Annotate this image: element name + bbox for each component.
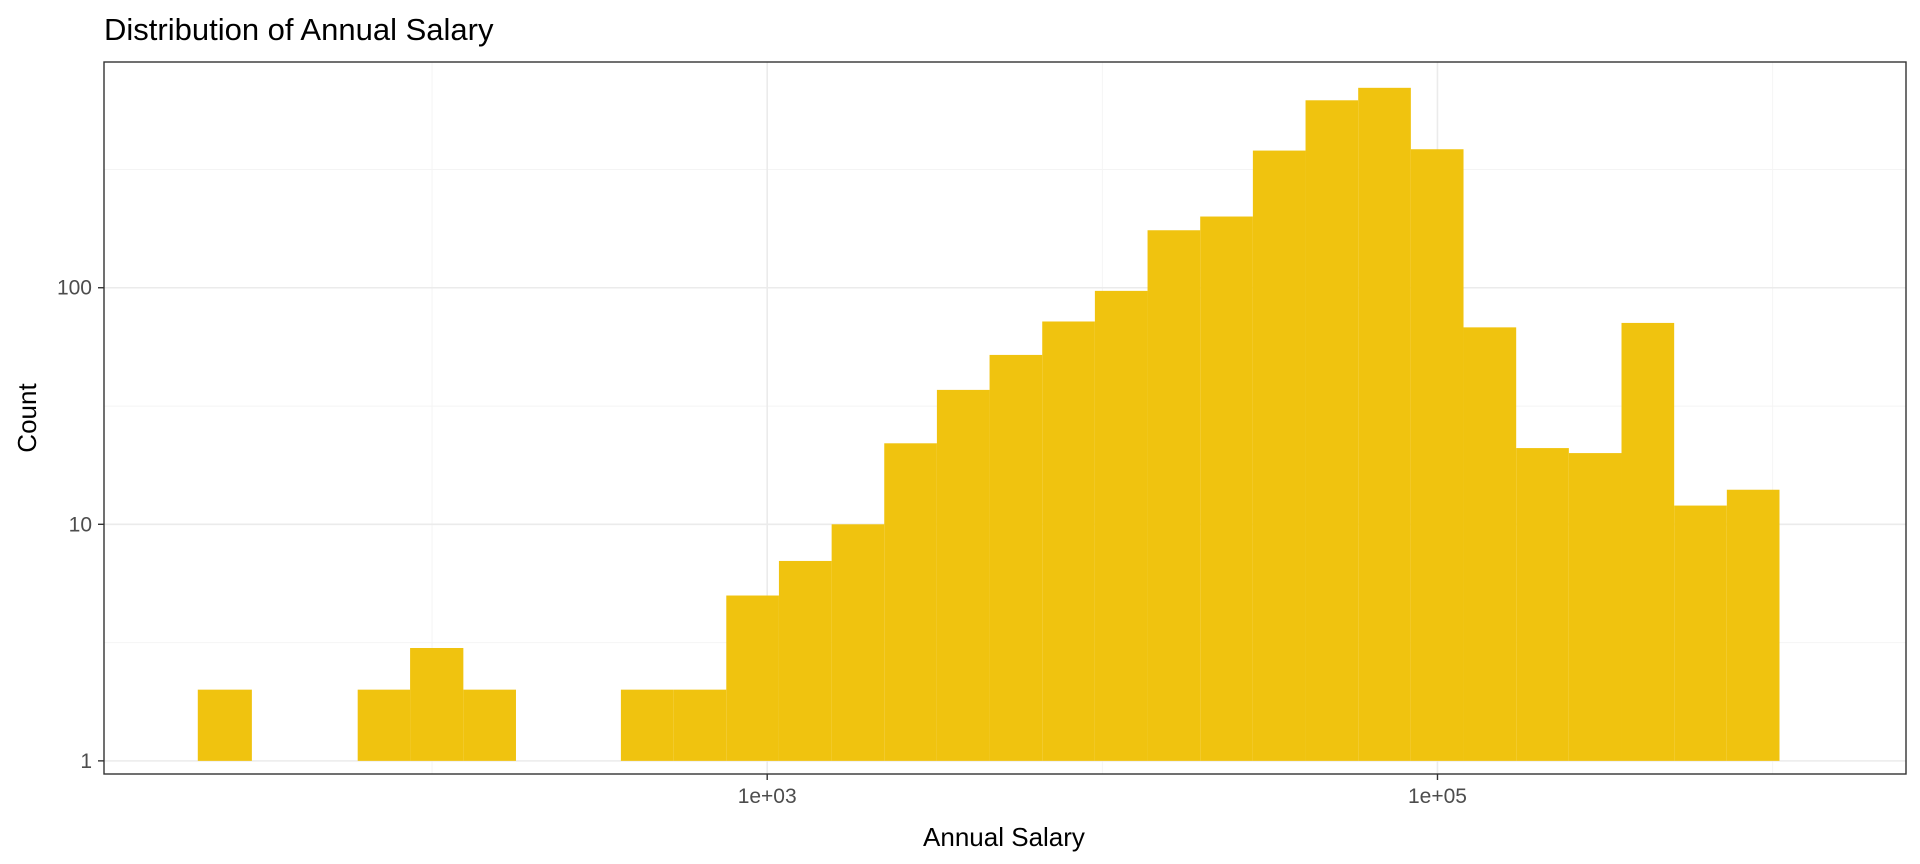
histogram-bar <box>620 689 674 761</box>
histogram-bar <box>1410 149 1464 761</box>
histogram-bar <box>410 647 464 761</box>
y-tick-label: 1 <box>80 750 92 773</box>
x-tick-label: 1e+05 <box>1408 785 1467 808</box>
histogram-bar <box>1252 150 1306 761</box>
histogram-bar <box>463 689 516 761</box>
histogram-bar <box>831 524 885 761</box>
histogram-bars <box>197 87 1780 761</box>
chart-title: Distribution of Annual Salary <box>104 12 494 47</box>
histogram-bar <box>1463 327 1517 761</box>
histogram-bar <box>1726 489 1780 761</box>
histogram-bar <box>1516 448 1569 761</box>
histogram-bar <box>197 689 252 761</box>
x-axis-title: Annual Salary <box>923 822 1085 852</box>
y-axis-title: Count <box>12 383 42 453</box>
y-tick-label: 100 <box>57 277 92 300</box>
x-tick-label: 1e+03 <box>738 785 797 808</box>
histogram-bar <box>1147 230 1201 761</box>
histogram-bar <box>989 354 1043 761</box>
histogram-bar <box>1094 290 1148 761</box>
histogram-bar <box>673 689 727 761</box>
histogram-bar <box>1568 453 1622 761</box>
histogram-bar <box>1200 216 1253 761</box>
histogram-bar <box>1674 505 1727 761</box>
x-axis: 1e+03 1e+05 <box>738 774 1467 808</box>
y-tick-label: 10 <box>69 513 92 536</box>
histogram-bar <box>1358 87 1411 761</box>
histogram-bar <box>936 389 990 761</box>
histogram-bar <box>726 595 779 761</box>
histogram-bar <box>884 443 937 761</box>
histogram-bar <box>1621 322 1675 761</box>
panel-border <box>103 61 1907 775</box>
histogram-bar <box>357 689 411 761</box>
histogram-bar <box>1305 100 1359 761</box>
histogram-bar <box>1042 321 1095 761</box>
histogram-bar <box>778 560 832 761</box>
y-axis: 1 10 100 <box>57 277 104 773</box>
